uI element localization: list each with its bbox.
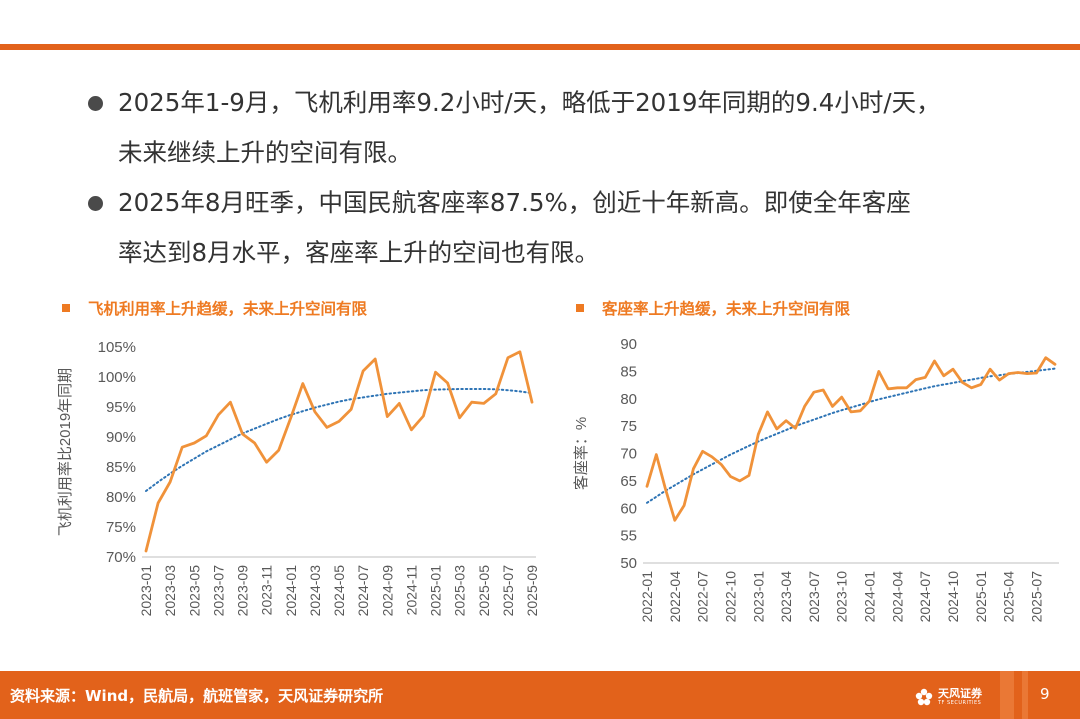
x-tick-label: 2024-11 xyxy=(403,565,419,616)
y-tick-label: 75 xyxy=(620,418,637,435)
y-tick-label: 65 xyxy=(620,473,637,490)
chart-title-text: 飞机利用率上升趋缓，未来上升空间有限 xyxy=(88,300,368,318)
bullet-text-line: 率达到8月水平，客座率上升的空间也有限。 xyxy=(118,238,600,267)
x-tick-label: 2025-04 xyxy=(1001,571,1017,623)
x-tick-label: 2023-07 xyxy=(210,565,226,617)
x-tick-label: 2023-11 xyxy=(259,565,275,616)
bullet-text-line: 2025年1-9月，飞机利用率9.2小时/天，略低于2019年同期的9.4小时/… xyxy=(118,88,941,117)
chart-title-utilization: 飞机利用率上升趋缓，未来上升空间有限 xyxy=(62,297,367,319)
brand-logo: 天风证券 TF SECURITIES xyxy=(914,683,994,713)
page-number: 9 xyxy=(1040,685,1050,703)
x-tick-label: 2023-07 xyxy=(806,571,822,623)
trend-line xyxy=(646,367,1056,504)
flower-logo-icon xyxy=(915,688,933,706)
y-tick-label: 95% xyxy=(106,399,136,416)
x-tick-label: 2022-04 xyxy=(667,571,683,623)
legend-square-icon xyxy=(62,303,70,312)
trend-line xyxy=(145,388,533,492)
x-tick-label: 2024-05 xyxy=(331,565,347,617)
chart-title-text: 客座率上升趋缓，未来上升空间有限 xyxy=(602,300,851,318)
y-tick-label: 75% xyxy=(106,519,136,536)
x-tick-label: 2024-04 xyxy=(889,571,905,623)
x-tick-label: 2022-07 xyxy=(695,571,711,623)
footer-stripe xyxy=(1022,671,1028,719)
x-tick-label: 2023-01 xyxy=(750,571,766,623)
y-tick-label: 80% xyxy=(106,489,136,506)
brand-name: 天风证券 xyxy=(938,687,982,700)
bullet-list: 2025年1-9月，飞机利用率9.2小时/天，略低于2019年同期的9.4小时/… xyxy=(88,78,1048,278)
x-tick-label: 2025-07 xyxy=(500,565,516,617)
x-tick-label: 2023-03 xyxy=(162,565,178,617)
x-tick-label: 2022-10 xyxy=(722,571,738,623)
x-tick-label: 2023-05 xyxy=(186,565,202,617)
x-tick-label: 2023-04 xyxy=(778,571,794,623)
footer-source: 资料来源：Wind，民航局，航班管家，天风证券研究所 xyxy=(10,687,384,705)
x-tick-label: 2022-01 xyxy=(639,571,655,623)
bullet-text-line: 未来继续上升的空间有限。 xyxy=(118,138,412,167)
legend-square-icon xyxy=(576,303,584,312)
y-axis-label: 飞机利用率比2019年同期 xyxy=(57,368,74,536)
y-tick-label: 80 xyxy=(620,391,637,408)
y-tick-label: 100% xyxy=(98,369,136,386)
y-tick-label: 85 xyxy=(620,363,637,380)
bullet-dot-icon xyxy=(88,196,103,211)
x-tick-label: 2025-01 xyxy=(428,565,444,617)
x-tick-label: 2025-01 xyxy=(973,571,989,623)
chart-load-factor: 50 55 60 65 70 75 80 85 90 2022-01 2022-04 2022-07 2… xyxy=(573,336,1059,623)
chart-title-load-factor: 客座率上升趋缓，未来上升空间有限 xyxy=(576,297,850,319)
top-accent-rule xyxy=(0,44,1080,50)
x-tick-label: 2024-07 xyxy=(355,565,371,617)
y-tick-label: 50 xyxy=(620,555,637,572)
x-tick-label: 2025-03 xyxy=(452,565,468,617)
y-tick-label: 105% xyxy=(98,339,136,356)
x-tick-label: 2025-05 xyxy=(476,565,492,617)
x-tick-label: 2024-01 xyxy=(283,565,299,617)
bullet-text-line: 2025年8月旺季，中国民航客座率87.5%，创近十年新高。即使全年客座 xyxy=(118,188,911,217)
series-line xyxy=(144,350,534,553)
x-tick-label: 2024-01 xyxy=(862,571,878,623)
bullet-dot-icon xyxy=(88,96,103,111)
footer-bar: 资料来源：Wind，民航局，航班管家，天风证券研究所 天风证券 TF SECUR… xyxy=(0,671,1080,719)
chart-utilization: 70% 75% 80% 85% 90% 95% 100% 105% 2023-01 2023-03… xyxy=(57,339,540,617)
y-tick-label: 90 xyxy=(620,336,637,353)
brand-name-en: TF SECURITIES xyxy=(938,700,982,706)
series-line xyxy=(645,356,1057,522)
x-tick-label: 2024-03 xyxy=(307,565,323,617)
y-tick-label: 60 xyxy=(620,500,637,517)
y-tick-label: 70 xyxy=(620,446,637,463)
x-tick-label: 2023-09 xyxy=(235,565,251,617)
y-tick-label: 70% xyxy=(106,549,136,566)
bullet-item-utilization: 2025年1-9月，飞机利用率9.2小时/天，略低于2019年同期的9.4小时/… xyxy=(88,78,1048,178)
x-tick-label: 2024-07 xyxy=(917,571,933,623)
x-tick-label: 2024-09 xyxy=(379,565,395,617)
x-tick-label: 2024-10 xyxy=(945,571,961,623)
y-tick-label: 85% xyxy=(106,459,136,476)
x-tick-label: 2023-10 xyxy=(834,571,850,623)
x-tick-label: 2025-07 xyxy=(1028,571,1044,623)
x-tick-label: 2025-09 xyxy=(524,565,540,617)
x-tick-label: 2023-01 xyxy=(138,565,154,617)
footer-stripe xyxy=(1000,671,1014,719)
y-axis-label: 客座率：% xyxy=(573,417,590,490)
y-tick-label: 90% xyxy=(106,429,136,446)
y-tick-label: 55 xyxy=(620,528,637,545)
bullet-item-load-factor: 2025年8月旺季，中国民航客座率87.5%，创近十年新高。即使全年客座 率达到… xyxy=(88,178,1048,278)
